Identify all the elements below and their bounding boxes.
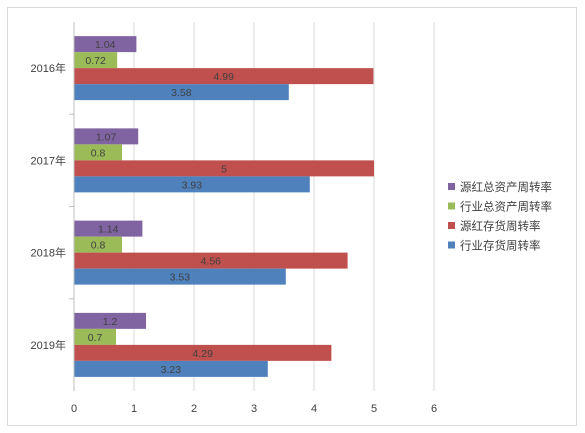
data-label: 1.14 [98,224,119,236]
bar-3-2 [74,160,374,177]
data-label: 3.23 [161,364,182,376]
data-label: 3.58 [171,87,192,99]
x-tick-label: 1 [131,403,137,415]
bar-2-1 [74,52,118,69]
x-tick-label: 3 [251,403,257,415]
legend-label: 行业存货周转率 [460,239,541,253]
data-label: 0.7 [88,332,103,344]
y-category-label: 2019年 [31,338,66,352]
legend-swatch [448,202,455,210]
data-label: 1.04 [95,39,116,51]
legend-label: 行业总资产周转率 [460,200,552,214]
bar-2-2 [74,144,122,161]
axes: 0 1 2 3 4 5 6 2016年 2017年 2018年 2019年 [31,22,437,415]
bar-3-4 [74,344,332,361]
legend-label: 源红存货周转率 [460,219,541,233]
bar-3-3 [74,252,348,269]
x-tick-label: 2 [191,403,197,415]
legend-swatch [448,241,455,249]
y-category-label: 2017年 [31,153,66,167]
bar-chart: 1.040.724.993.581.070.853.931.140.84.563… [31,22,552,415]
data-label: 1.07 [96,131,117,143]
legend-label: 源红总资产周转率 [460,180,552,194]
legend-swatch [448,222,455,229]
data-label: 3.93 [182,179,203,191]
legend-swatch [448,183,455,190]
data-label: 0.8 [91,147,106,159]
data-label: 4.56 [201,256,222,268]
bars [74,36,374,377]
bar-1-3 [74,220,143,237]
bar-2-4 [74,328,116,345]
data-label: 4.99 [213,71,234,83]
x-tick-label: 0 [71,403,77,415]
data-label: 1.2 [103,316,118,328]
data-label: 5 [221,163,227,175]
bar-4-1 [74,84,289,101]
bar-3-1 [74,68,374,85]
x-tick-label: 6 [431,403,437,415]
chart-frame: 1.04 0.72 4.99 3.58 1.07 0.8 5 3.93 1.14 0.8 4.56 3… [7,7,577,426]
bar-2-3 [74,236,122,253]
data-labels: 1.04 0.72 4.99 3.58 1.07 0.8 5 3.93 1.14 0.8 4.56 3… [85,39,234,376]
bar-4-4 [74,360,268,377]
data-label: 0.72 [85,55,106,67]
y-category-label: 2018年 [31,246,66,260]
data-label: 4.29 [192,348,213,360]
x-tick-label: 5 [371,403,377,415]
bar-1-2 [74,128,139,145]
y-category-label: 2016年 [31,61,66,75]
data-label: 3.53 [170,272,191,284]
x-tick-label: 4 [311,403,317,415]
bar-4-3 [74,268,286,285]
bar-4-2 [74,176,310,193]
data-label: 0.8 [91,240,106,252]
bar-1-1 [74,36,137,53]
bar-1-4 [74,312,146,329]
